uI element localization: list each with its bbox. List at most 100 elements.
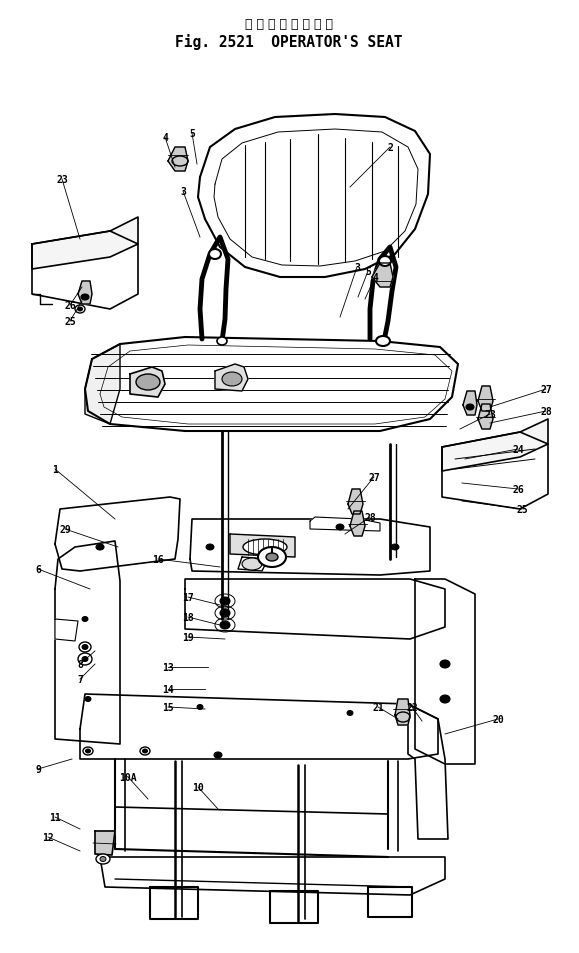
- Text: 15: 15: [162, 702, 174, 712]
- Polygon shape: [100, 857, 445, 895]
- Polygon shape: [372, 264, 393, 288]
- Ellipse shape: [96, 544, 104, 551]
- Ellipse shape: [336, 524, 344, 531]
- Ellipse shape: [266, 554, 278, 561]
- Ellipse shape: [136, 375, 160, 391]
- Ellipse shape: [142, 749, 148, 753]
- Text: 4: 4: [372, 273, 378, 283]
- Polygon shape: [80, 695, 438, 760]
- Polygon shape: [415, 579, 475, 764]
- Ellipse shape: [391, 544, 399, 551]
- Text: 10: 10: [192, 782, 204, 792]
- Ellipse shape: [75, 306, 85, 314]
- Text: 5: 5: [365, 267, 371, 276]
- Polygon shape: [168, 148, 188, 172]
- Ellipse shape: [83, 747, 93, 755]
- Text: 7: 7: [77, 675, 83, 684]
- Polygon shape: [150, 887, 198, 919]
- Polygon shape: [32, 218, 138, 270]
- Polygon shape: [270, 891, 318, 923]
- Polygon shape: [55, 497, 180, 572]
- Ellipse shape: [96, 854, 110, 864]
- Text: 8: 8: [77, 659, 83, 669]
- Ellipse shape: [197, 705, 203, 710]
- Polygon shape: [442, 419, 548, 472]
- Ellipse shape: [379, 256, 391, 267]
- Text: 25: 25: [516, 504, 528, 515]
- Polygon shape: [130, 368, 165, 397]
- Polygon shape: [95, 831, 115, 855]
- Text: 13: 13: [162, 662, 174, 672]
- Ellipse shape: [206, 544, 214, 551]
- Text: 9: 9: [35, 764, 41, 774]
- Text: 19: 19: [182, 633, 194, 642]
- Polygon shape: [85, 345, 120, 424]
- Text: 23: 23: [484, 410, 496, 419]
- Text: 12: 12: [42, 832, 54, 842]
- Ellipse shape: [243, 539, 287, 556]
- Ellipse shape: [82, 657, 88, 661]
- Text: 16: 16: [152, 555, 164, 564]
- Text: 6: 6: [35, 564, 41, 575]
- Polygon shape: [350, 512, 365, 537]
- Polygon shape: [348, 490, 363, 515]
- Ellipse shape: [79, 642, 91, 652]
- Ellipse shape: [440, 696, 450, 703]
- Text: 25: 25: [64, 316, 76, 327]
- Ellipse shape: [242, 558, 262, 571]
- Polygon shape: [442, 433, 548, 510]
- Ellipse shape: [222, 373, 242, 387]
- Text: 28: 28: [364, 513, 376, 522]
- Text: 24: 24: [512, 444, 524, 455]
- Polygon shape: [230, 535, 295, 558]
- Polygon shape: [408, 704, 448, 840]
- Polygon shape: [185, 579, 445, 639]
- Text: 26: 26: [64, 301, 76, 311]
- Text: 5: 5: [189, 129, 195, 139]
- Text: オ ペ レ ー タ シ ー ト: オ ペ レ ー タ シ ー ト: [245, 18, 333, 30]
- Polygon shape: [310, 517, 380, 532]
- Text: 27: 27: [368, 473, 380, 482]
- Text: 22: 22: [406, 702, 418, 712]
- Ellipse shape: [78, 654, 92, 665]
- Ellipse shape: [217, 337, 227, 346]
- Text: 14: 14: [162, 684, 174, 695]
- Text: 11: 11: [49, 812, 61, 822]
- Ellipse shape: [86, 749, 90, 753]
- Ellipse shape: [347, 711, 353, 716]
- Text: 10A: 10A: [119, 772, 137, 782]
- Polygon shape: [78, 282, 92, 305]
- Text: Fig. 2521  OPERATOR'S SEAT: Fig. 2521 OPERATOR'S SEAT: [175, 34, 403, 50]
- Text: 26: 26: [512, 484, 524, 495]
- Ellipse shape: [376, 336, 390, 347]
- Text: 20: 20: [492, 714, 504, 724]
- Polygon shape: [55, 619, 78, 641]
- Ellipse shape: [440, 660, 450, 668]
- Ellipse shape: [81, 294, 89, 301]
- Ellipse shape: [258, 547, 286, 567]
- Text: 3: 3: [180, 187, 186, 196]
- Polygon shape: [478, 387, 493, 412]
- Polygon shape: [32, 232, 138, 310]
- Ellipse shape: [220, 598, 230, 605]
- Text: 21: 21: [372, 702, 384, 712]
- Text: 27: 27: [540, 385, 552, 395]
- Polygon shape: [368, 887, 412, 917]
- Ellipse shape: [82, 645, 88, 650]
- Ellipse shape: [220, 609, 230, 618]
- Polygon shape: [395, 700, 410, 725]
- Text: 29: 29: [59, 524, 71, 535]
- Ellipse shape: [78, 308, 82, 312]
- Ellipse shape: [140, 747, 150, 755]
- Polygon shape: [55, 541, 120, 744]
- Polygon shape: [85, 337, 458, 432]
- Polygon shape: [198, 115, 430, 277]
- Polygon shape: [215, 365, 248, 392]
- Polygon shape: [190, 519, 430, 576]
- Text: 3: 3: [354, 263, 360, 273]
- Text: 28: 28: [540, 407, 552, 416]
- Text: 18: 18: [182, 613, 194, 622]
- Text: 17: 17: [182, 593, 194, 602]
- Ellipse shape: [100, 857, 106, 862]
- Ellipse shape: [214, 752, 222, 759]
